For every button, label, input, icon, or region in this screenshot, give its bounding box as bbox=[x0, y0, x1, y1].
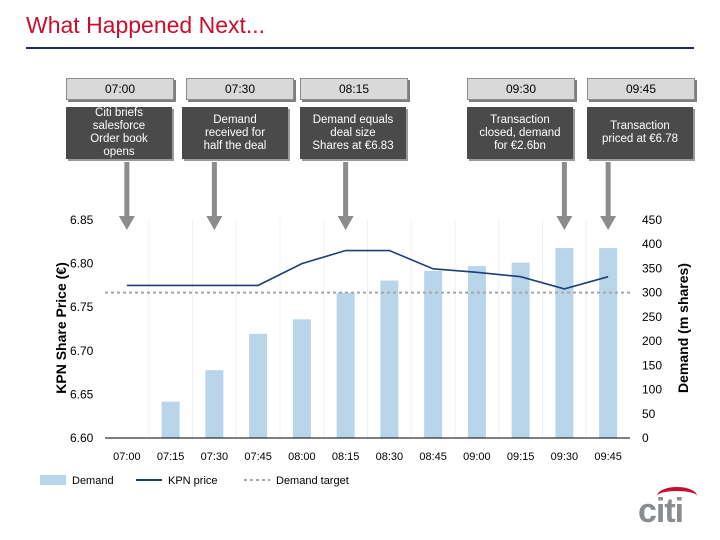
y-tick-label: 6.60 bbox=[70, 431, 94, 445]
demand-bar-08:45 bbox=[424, 270, 443, 438]
arrow-head-4 bbox=[600, 216, 617, 230]
y2-tick-label: 400 bbox=[642, 237, 662, 251]
citi-logo: citi bbox=[638, 492, 684, 530]
x-tick-label: 07:30 bbox=[201, 451, 229, 463]
demand-bar-08:00 bbox=[292, 319, 311, 438]
demand-bar-09:15 bbox=[511, 262, 530, 438]
y-tick-label: 6.65 bbox=[70, 387, 94, 401]
demand-bar-07:30 bbox=[205, 370, 224, 438]
x-tick-label: 07:00 bbox=[113, 451, 141, 463]
legend-label-demand: Demand bbox=[72, 475, 114, 487]
demand-bar-08:15 bbox=[336, 292, 355, 438]
timeline-event-demand-half: Demand received for half the deal bbox=[182, 107, 288, 159]
demand-bar-07:15 bbox=[161, 401, 180, 438]
citi-logo-arc bbox=[657, 487, 697, 505]
legend-label-price: KPN price bbox=[168, 475, 218, 487]
y2-tick-label: 50 bbox=[642, 407, 656, 421]
x-tick-label: 07:15 bbox=[157, 451, 185, 463]
x-tick-label: 09:30 bbox=[551, 451, 579, 463]
arrow-head-3 bbox=[556, 216, 573, 230]
x-tick-label: 08:30 bbox=[376, 451, 404, 463]
arrow-head-0 bbox=[118, 216, 135, 230]
x-tick-label: 08:00 bbox=[288, 451, 316, 463]
kpn-price-line bbox=[126, 249, 609, 290]
y-tick-label: 6.75 bbox=[70, 300, 94, 314]
x-tick-label: 09:45 bbox=[594, 451, 622, 463]
title-divider bbox=[26, 47, 694, 49]
x-tick-label: 08:15 bbox=[332, 451, 360, 463]
x-tick-label: 08:45 bbox=[419, 451, 447, 463]
demand-bar-08:30 bbox=[380, 280, 399, 438]
legend-label-target: Demand target bbox=[276, 475, 349, 487]
y2-tick-label: 100 bbox=[642, 383, 662, 397]
y-tick-label: 6.70 bbox=[70, 344, 94, 358]
page-title: What Happened Next... bbox=[26, 12, 266, 38]
x-tick-label: 09:00 bbox=[463, 451, 491, 463]
y2-tick-label: 200 bbox=[642, 334, 662, 348]
y2-axis-title: Demand (m shares) bbox=[675, 263, 691, 393]
chart-legend: Demand KPN price Demand target bbox=[40, 475, 349, 487]
timeline-time-0700: 07:00 bbox=[66, 78, 174, 100]
demand-bar-09:00 bbox=[467, 266, 486, 438]
demand-bars bbox=[161, 248, 618, 438]
arrow-head-2 bbox=[337, 216, 354, 230]
chart-axes: 6.60 6.65 6.70 6.75 6.80 6.85 0 50 100 150 200 250 3… bbox=[53, 213, 691, 463]
y2-tick-label: 350 bbox=[642, 261, 662, 275]
timeline-time-0730: 07:30 bbox=[186, 78, 294, 100]
y2-tick-label: 250 bbox=[642, 310, 662, 324]
timeline-event-demand-equals: Demand equals deal size Shares at €6.83 bbox=[300, 107, 406, 159]
demand-bar-09:30 bbox=[555, 248, 574, 438]
timeline-time-0945: 09:45 bbox=[587, 78, 695, 100]
y-axis-title: KPN Share Price (€) bbox=[53, 262, 69, 394]
timeline-event-citi-briefs: Citi briefs salesforce Order book opens bbox=[66, 107, 172, 159]
y2-tick-label: 150 bbox=[642, 358, 662, 372]
timeline-event-transaction-priced: Transaction priced at €6.78 bbox=[587, 107, 693, 159]
x-tick-label: 09:15 bbox=[507, 451, 535, 463]
arrow-head-1 bbox=[206, 216, 223, 230]
demand-bar-07:45 bbox=[249, 333, 268, 438]
demand-bar-09:45 bbox=[599, 248, 618, 438]
y-tick-label: 6.85 bbox=[70, 213, 94, 227]
y2-tick-label: 0 bbox=[642, 431, 649, 445]
y2-tick-label: 450 bbox=[642, 213, 662, 227]
legend-swatch-demand bbox=[40, 475, 66, 485]
x-tick-label: 07:45 bbox=[244, 451, 272, 463]
timeline-time-0815: 08:15 bbox=[300, 78, 408, 100]
kpn-price-polyline bbox=[126, 249, 609, 290]
timeline-event-transaction-closed: Transaction closed, demand for €2.6bn bbox=[467, 107, 573, 159]
timeline-arrows bbox=[118, 162, 617, 230]
y-tick-label: 6.80 bbox=[70, 257, 94, 271]
y2-tick-label: 300 bbox=[642, 286, 662, 300]
timeline-time-0930: 09:30 bbox=[467, 78, 575, 100]
chart-gridlines bbox=[148, 220, 587, 438]
